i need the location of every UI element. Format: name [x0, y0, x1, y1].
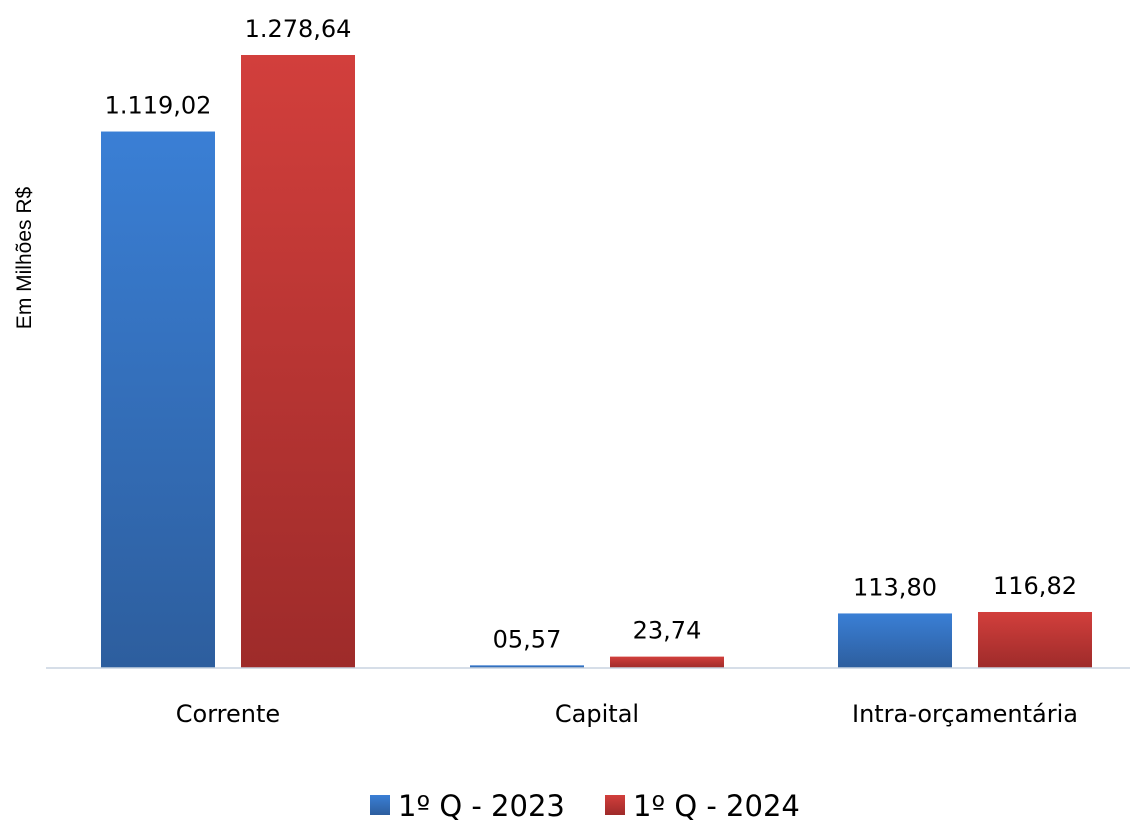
bar-2024-2 [978, 611, 1092, 668]
data-label-2024-2: 116,82 [993, 572, 1077, 600]
category-labels-layer: Corrente Capital Intra-orçamentária [176, 700, 1078, 728]
legend: 1º Q - 2023 1º Q - 2024 [370, 789, 800, 821]
legend-item-2023: 1º Q - 2023 [370, 789, 565, 821]
bar-2023-1 [470, 665, 584, 668]
bars-layer [101, 55, 1092, 669]
data-label-2023-1: 05,57 [493, 625, 562, 653]
data-label-2023-2: 113,80 [853, 573, 937, 601]
legend-swatch-2024 [605, 795, 625, 815]
category-label-2: Intra-orçamentária [852, 700, 1078, 728]
legend-swatch-2023 [370, 795, 390, 815]
legend-label-2024: 1º Q - 2024 [633, 789, 800, 821]
bar-2024-0 [241, 55, 355, 668]
data-label-2024-0: 1.278,64 [245, 15, 352, 43]
data-label-2023-0: 1.119,02 [105, 92, 212, 120]
category-label-0: Corrente [176, 700, 280, 728]
category-label-1: Capital [555, 700, 639, 728]
legend-item-2024: 1º Q - 2024 [605, 789, 800, 821]
legend-label-2023: 1º Q - 2023 [398, 789, 565, 821]
bar-2023-2 [838, 613, 952, 668]
data-labels-layer: 1.119,02 05,57 113,80 1.278,64 23,74 116,82 [105, 15, 1077, 653]
data-label-2024-1: 23,74 [633, 617, 702, 645]
bar-2024-1 [610, 656, 724, 668]
bar-2023-0 [101, 131, 215, 669]
y-axis-label: Em Milhões R$ [13, 186, 36, 329]
